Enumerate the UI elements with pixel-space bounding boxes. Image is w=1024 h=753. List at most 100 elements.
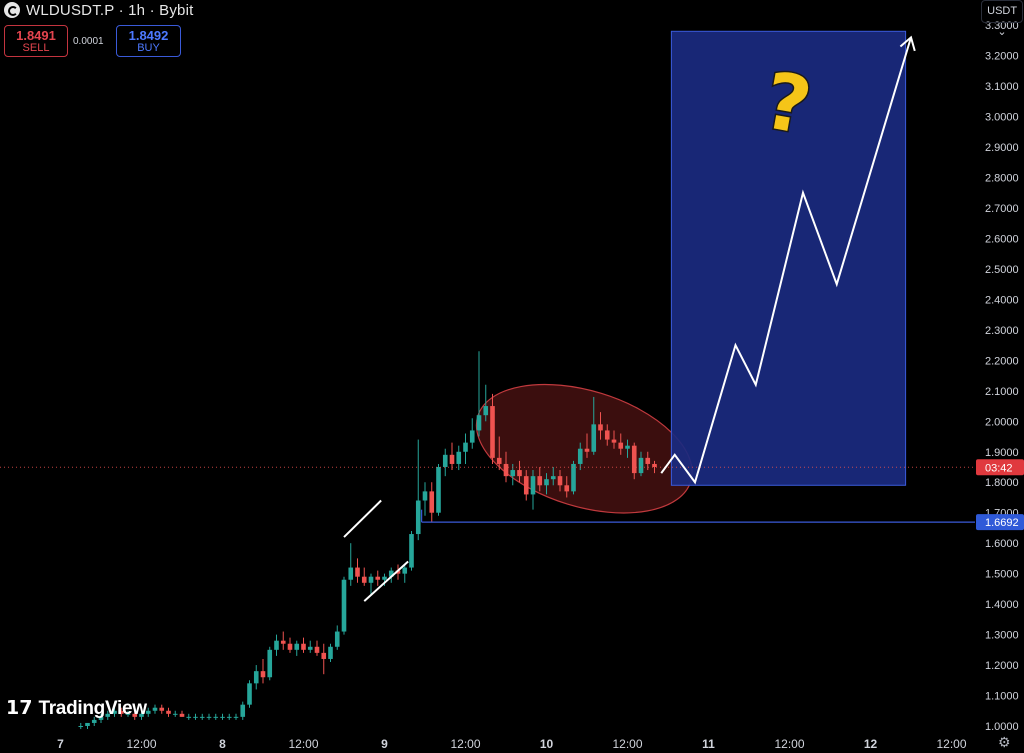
candle-body[interactable] xyxy=(645,457,651,464)
candle-body[interactable] xyxy=(591,424,597,452)
candle-body[interactable] xyxy=(652,463,657,468)
candle-body[interactable] xyxy=(375,576,381,580)
candle-body[interactable] xyxy=(199,716,205,718)
candle-body[interactable] xyxy=(125,713,131,715)
candle-body[interactable] xyxy=(557,476,563,486)
candle-body[interactable] xyxy=(631,445,637,474)
gear-icon[interactable]: ⚙ xyxy=(998,734,1011,750)
candle-body[interactable] xyxy=(442,454,448,468)
sell-label: SELL xyxy=(22,42,50,54)
candle-body[interactable] xyxy=(78,726,84,727)
candle-body[interactable] xyxy=(226,716,232,718)
candle-body[interactable] xyxy=(193,716,198,718)
candle-body[interactable] xyxy=(91,719,97,723)
candle-body[interactable] xyxy=(334,631,340,647)
candle-body[interactable] xyxy=(280,640,286,644)
price-tick-label: 2.6000 xyxy=(985,233,1019,245)
candle-body[interactable] xyxy=(145,710,151,714)
candle-body[interactable] xyxy=(490,406,495,458)
candle-body[interactable] xyxy=(247,683,252,705)
candle-body[interactable] xyxy=(429,491,435,513)
currency-dropdown[interactable]: USDT ⌄ xyxy=(981,0,1023,38)
candle-body[interactable] xyxy=(537,476,543,486)
candle-body[interactable] xyxy=(456,451,462,464)
candle-body[interactable] xyxy=(618,442,624,449)
candle-body[interactable] xyxy=(267,649,273,678)
candle-body[interactable] xyxy=(611,439,617,443)
candle-body[interactable] xyxy=(233,716,239,718)
candle-body[interactable] xyxy=(294,643,300,650)
candle-body[interactable] xyxy=(503,463,509,477)
candle-body[interactable] xyxy=(382,576,387,580)
candle-body[interactable] xyxy=(341,579,347,632)
channel-line[interactable] xyxy=(343,499,382,538)
candle-body[interactable] xyxy=(132,713,138,717)
candle-body[interactable] xyxy=(517,470,522,477)
sell-button[interactable]: 1.8491 SELL xyxy=(4,25,68,57)
candle-body[interactable] xyxy=(206,716,212,718)
candle-body[interactable] xyxy=(415,500,421,535)
candle-body[interactable] xyxy=(571,463,576,492)
candle-body[interactable] xyxy=(469,430,475,443)
candle-body[interactable] xyxy=(213,716,219,718)
candle-body[interactable] xyxy=(422,491,428,501)
channel-line[interactable] xyxy=(363,560,409,602)
candle-body[interactable] xyxy=(85,722,90,726)
candle-body[interactable] xyxy=(510,470,516,477)
candle-body[interactable] xyxy=(395,570,401,574)
candle-body[interactable] xyxy=(476,415,482,431)
candle-body[interactable] xyxy=(463,442,468,452)
candle-body[interactable] xyxy=(321,652,327,659)
candle-body[interactable] xyxy=(118,710,124,714)
candle-body[interactable] xyxy=(314,646,320,653)
candle-body[interactable] xyxy=(544,479,549,486)
candle-body[interactable] xyxy=(274,640,279,650)
candle-body[interactable] xyxy=(436,467,441,513)
candle-body[interactable] xyxy=(449,454,455,464)
candle-body[interactable] xyxy=(584,448,590,452)
candle-body[interactable] xyxy=(159,707,165,711)
candle-body[interactable] xyxy=(348,567,354,580)
candle-body[interactable] xyxy=(530,476,536,495)
candle-body[interactable] xyxy=(604,430,610,440)
candle-body[interactable] xyxy=(598,424,603,431)
candle-body[interactable] xyxy=(361,576,367,583)
time-tick-label: 12:00 xyxy=(774,737,804,751)
candle-body[interactable] xyxy=(496,457,502,464)
candle-body[interactable] xyxy=(166,710,171,714)
candle-body[interactable] xyxy=(638,457,644,474)
candle-body[interactable] xyxy=(139,713,144,717)
candle-body[interactable] xyxy=(98,716,104,720)
projection-box[interactable] xyxy=(670,30,907,486)
candle-body[interactable] xyxy=(172,713,178,715)
candle-body[interactable] xyxy=(112,710,117,714)
candle-body[interactable] xyxy=(523,476,529,495)
candle-body[interactable] xyxy=(307,646,313,650)
candle-body[interactable] xyxy=(220,716,225,718)
candle-body[interactable] xyxy=(260,671,266,678)
candle-body[interactable] xyxy=(550,476,556,480)
candle-body[interactable] xyxy=(287,643,293,650)
candle-body[interactable] xyxy=(388,570,394,577)
candle-body[interactable] xyxy=(186,716,192,718)
candle-body[interactable] xyxy=(577,448,583,464)
candle-body[interactable] xyxy=(105,713,111,717)
candle-body[interactable] xyxy=(402,567,408,574)
buy-button[interactable]: 1.8492 BUY xyxy=(116,25,181,57)
candle-body[interactable] xyxy=(409,534,414,568)
candle-body[interactable] xyxy=(152,707,158,711)
candle-body[interactable] xyxy=(564,485,570,492)
consolidation-ellipse[interactable] xyxy=(461,361,708,537)
candle-body[interactable] xyxy=(355,567,360,577)
candle-body[interactable] xyxy=(625,445,630,449)
candle-body[interactable] xyxy=(179,713,185,717)
candle-body[interactable] xyxy=(328,646,333,659)
candle-body[interactable] xyxy=(483,406,489,416)
candle-body[interactable] xyxy=(301,643,306,650)
symbol-title[interactable]: WLDUSDT.P · 1h · Bybit xyxy=(26,1,194,19)
candle-body[interactable] xyxy=(253,671,259,684)
projection-path[interactable] xyxy=(660,37,912,485)
candle-body[interactable] xyxy=(240,704,246,717)
candle-body[interactable] xyxy=(368,576,374,583)
